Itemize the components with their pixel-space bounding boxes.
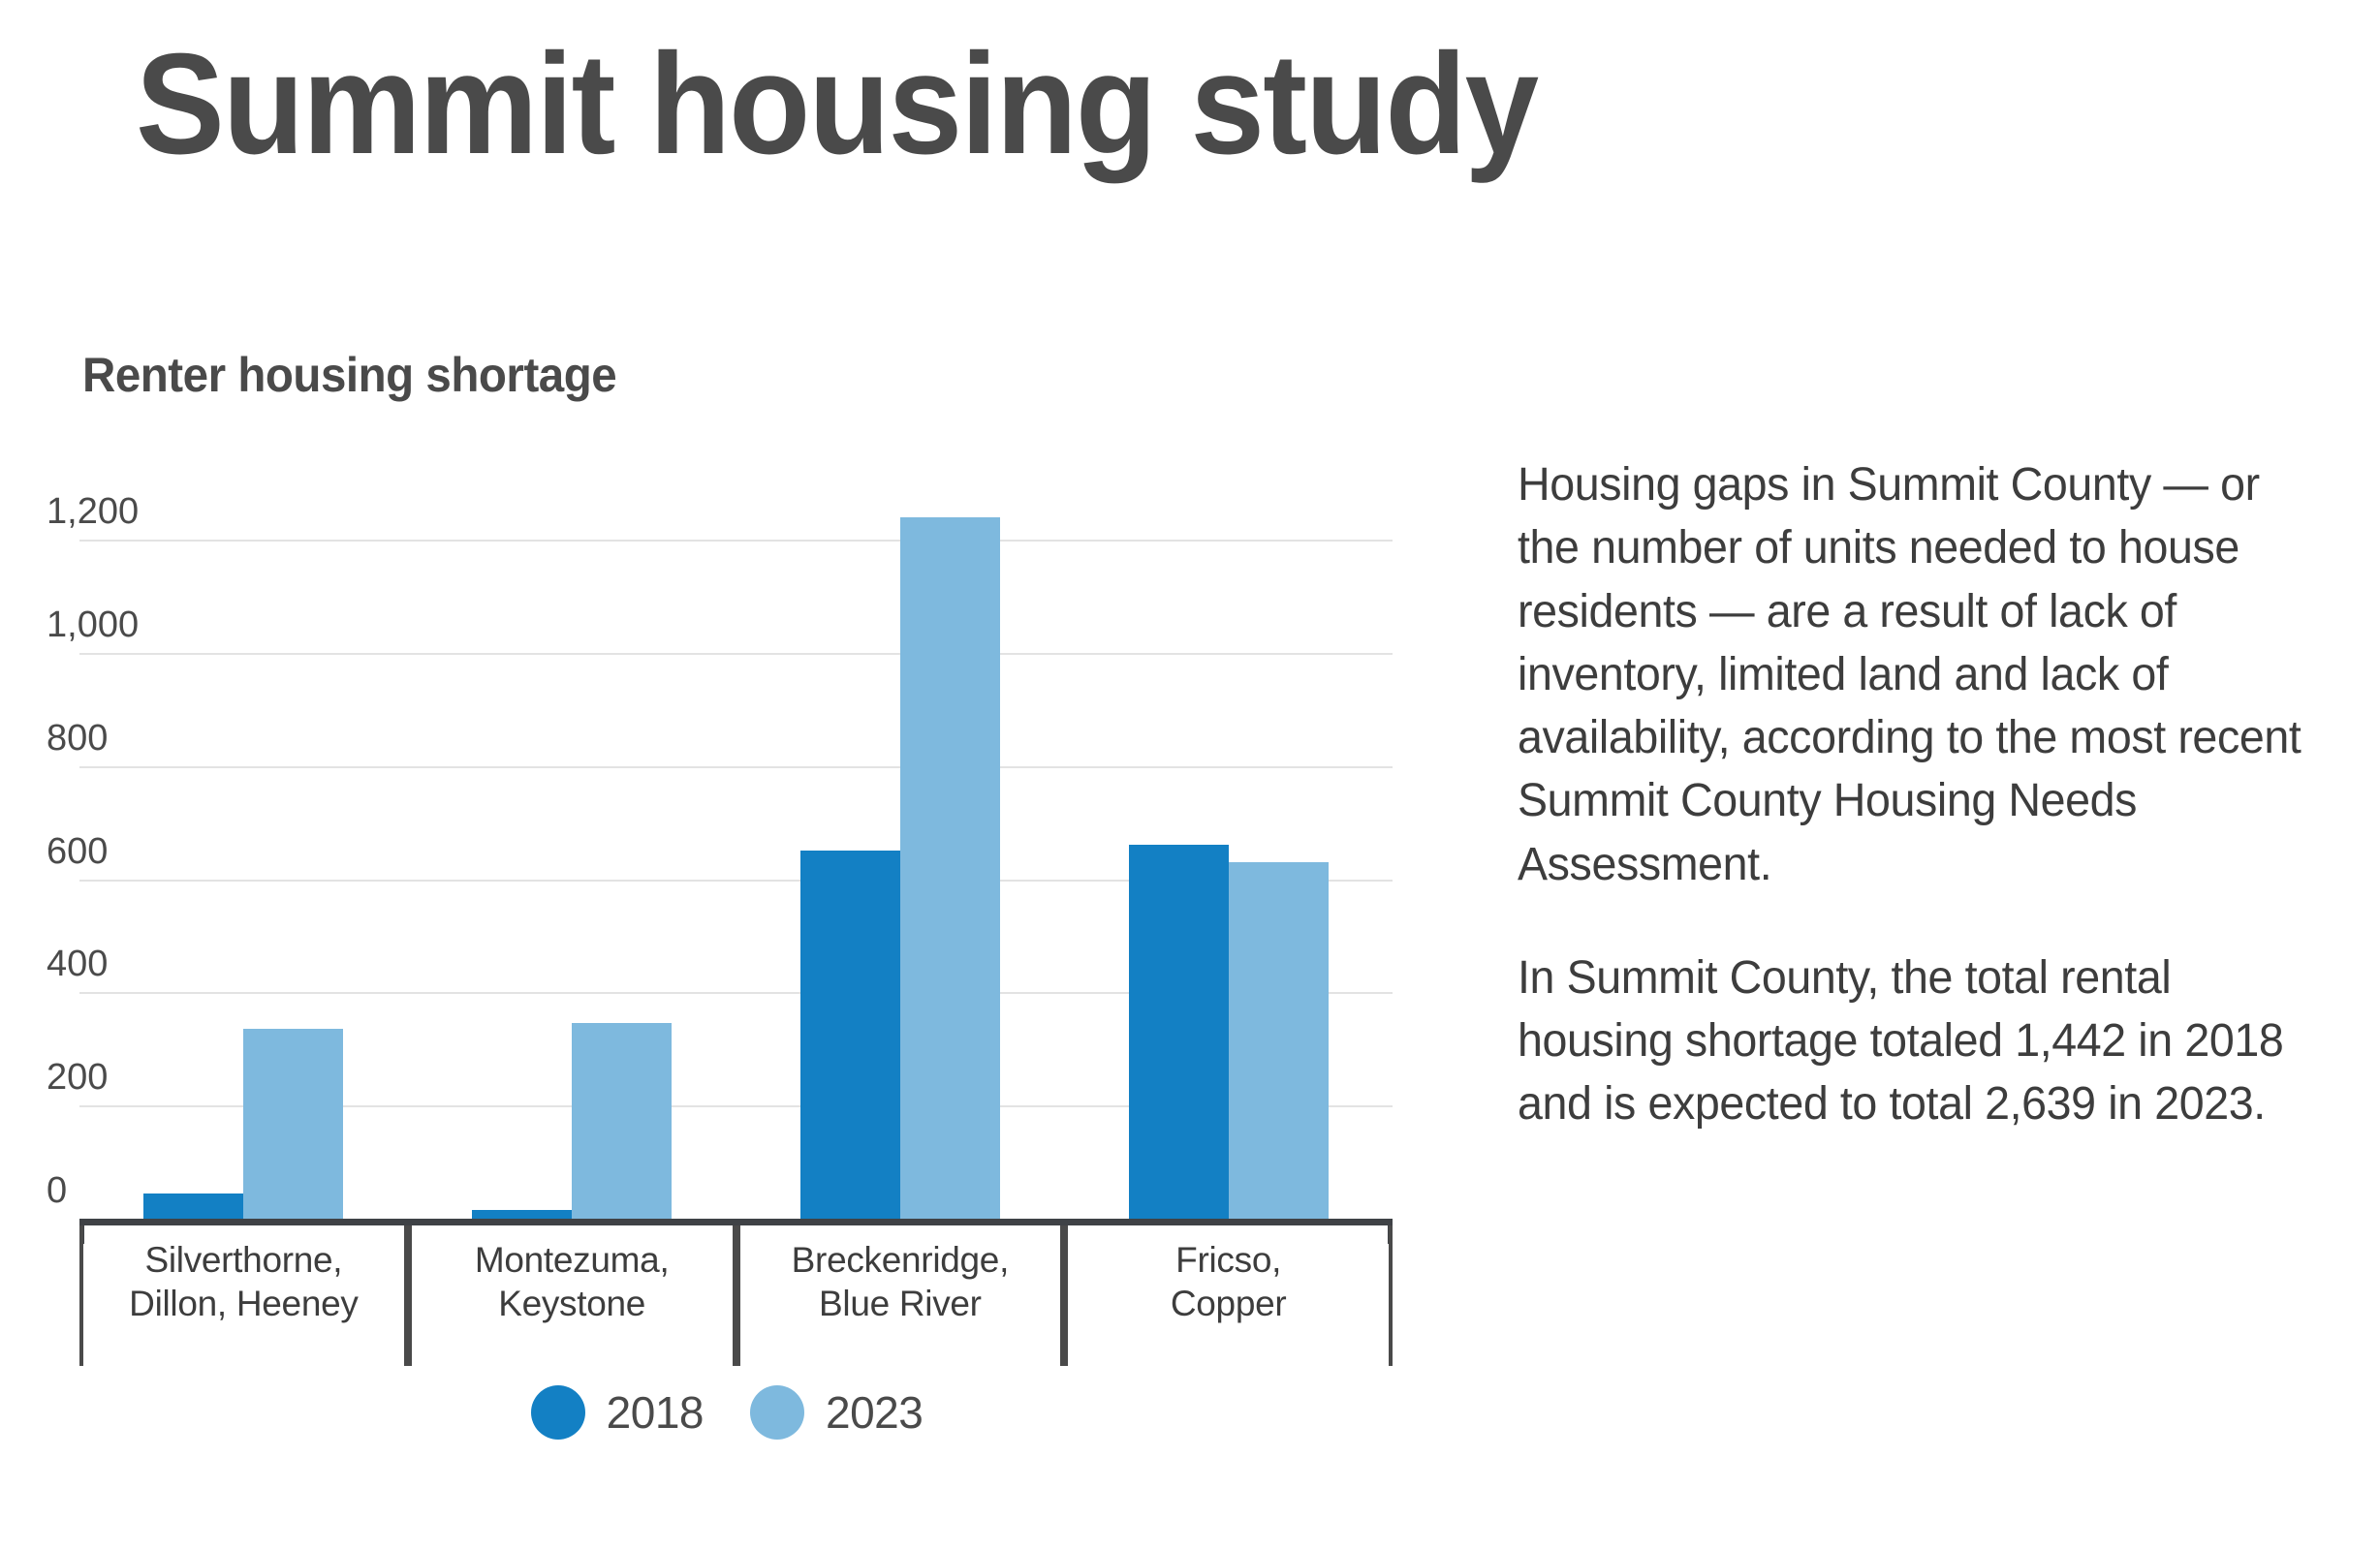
y-axis-tick-label: 0 xyxy=(47,1170,68,1211)
category-label: Breckenridge, Blue River xyxy=(791,1240,1010,1324)
bar-2018-cat1 xyxy=(472,1210,573,1219)
legend-item-2023: 2023 xyxy=(750,1385,924,1440)
bar-2023-cat3 xyxy=(1228,861,1329,1219)
legend-label: 2018 xyxy=(606,1387,705,1438)
category-label: Silverthorne, Dillon, Heeney xyxy=(129,1240,359,1324)
category-label: Fricso, Copper xyxy=(1170,1240,1287,1324)
x-axis-line xyxy=(79,1219,1393,1225)
category-zone xyxy=(736,1225,1065,1366)
gridline xyxy=(79,879,1393,882)
legend-item-2018: 2018 xyxy=(530,1385,705,1440)
chart-panel: Renter housing shortage 0 200 400 600 800 1,0… xyxy=(0,329,1454,1550)
category-label: Montezuma, Keystone xyxy=(474,1240,670,1324)
category-zone xyxy=(407,1225,736,1366)
y-axis-tick-label: 800 xyxy=(47,717,109,759)
y-axis-tick-label: 400 xyxy=(47,944,109,985)
bar-2023-cat0 xyxy=(243,1029,344,1219)
gridline xyxy=(79,992,1393,995)
chart-plot-area: 0 200 400 600 800 1,000 1,200 Silverthorne, Dil… xyxy=(0,329,1454,1366)
gridline xyxy=(79,652,1393,655)
gridline xyxy=(79,540,1393,542)
chart-legend: 2018 2023 xyxy=(0,1385,1454,1440)
bar-2023-cat1 xyxy=(572,1023,673,1219)
body-paragraph-2: In Summit County, the total rental housi… xyxy=(1518,951,2284,1131)
y-axis-tick-label: 1,000 xyxy=(47,604,140,645)
chart-subtitle: Renter housing shortage xyxy=(82,348,617,402)
bars-group xyxy=(0,329,1454,1298)
category-zone xyxy=(79,1225,408,1366)
article-text-column: Housing gaps in Summit County — or the n… xyxy=(1518,453,2341,1136)
body-paragraph-1: Housing gaps in Summit County — or the n… xyxy=(1518,459,2302,890)
bar-2018-cat2 xyxy=(799,851,900,1219)
y-axis-tick-label: 200 xyxy=(47,1057,109,1099)
gridline xyxy=(79,765,1393,768)
gridline xyxy=(79,1105,1393,1108)
legend-label: 2023 xyxy=(826,1387,924,1438)
legend-swatch-icon xyxy=(530,1385,585,1440)
category-zone xyxy=(1064,1225,1393,1366)
y-axis-tick-label: 1,200 xyxy=(47,491,140,532)
y-axis-tick-label: 600 xyxy=(47,830,109,872)
bar-2023-cat2 xyxy=(899,516,1000,1219)
legend-swatch-icon xyxy=(750,1385,804,1440)
page-title: Summit housing study xyxy=(136,24,1539,184)
bar-2018-cat0 xyxy=(143,1193,244,1219)
bar-2018-cat3 xyxy=(1128,845,1229,1219)
